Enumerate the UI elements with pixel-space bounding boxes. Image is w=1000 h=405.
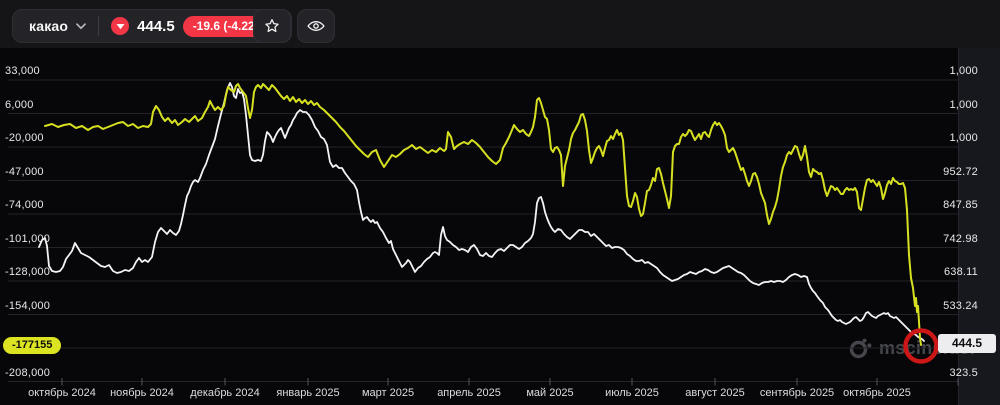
y-axis-right-label: 533.24	[943, 299, 978, 312]
y-axis-right-label: 847.85	[943, 199, 978, 211]
last-price: 444.5	[137, 17, 175, 35]
watermark-logo-icon	[848, 336, 872, 360]
x-axis-month-label: декабрь 2024	[190, 387, 260, 399]
visibility-button[interactable]	[297, 9, 335, 43]
y-axis-left-label: -20,000	[5, 132, 44, 144]
divider	[98, 16, 100, 36]
y-axis-left-label: -128,000	[5, 266, 51, 278]
y-axis-left-label: -74,000	[5, 199, 44, 211]
y-axis-left-label: 6,000	[5, 98, 34, 111]
y-axis-right-label: 1,000	[949, 132, 978, 144]
y-axis-right-label: 742.98	[943, 232, 978, 245]
eye-icon	[306, 16, 326, 36]
symbol-name[interactable]: какао	[29, 18, 69, 34]
x-axis-month-label: октябрь 2024	[28, 387, 96, 399]
y-axis-left-label: -101,000	[5, 232, 51, 245]
x-axis-month-label: август 2025	[685, 387, 745, 399]
x-axis-month-label: ноябрь 2024	[110, 387, 174, 399]
star-icon	[263, 17, 281, 35]
y-axis-left-label: -47,000	[5, 165, 44, 178]
y-axis-left-label: -208,000	[5, 366, 51, 379]
x-axis-month-label: апрель 2025	[437, 387, 501, 399]
y-axis-right-label: 952.72	[943, 165, 978, 178]
y-axis-right-label: 1,000	[949, 65, 978, 77]
last-value-badge-white: 444.5	[938, 334, 996, 353]
last-value-badge-yellow: -177155	[3, 337, 62, 354]
y-axis-left-label: -154,000	[5, 299, 51, 312]
trend-down-icon	[111, 17, 130, 35]
x-axis-month-label: май 2025	[526, 387, 574, 399]
y-axis-right-label: 323.5	[949, 366, 978, 379]
x-axis-month-label: июль 2025	[605, 387, 659, 399]
favorite-button[interactable]	[253, 9, 291, 43]
y-axis-right-label: 638.11	[943, 266, 978, 278]
top-toolbar: какао 444.5 -19.6 (-4.22%)	[0, 0, 1000, 48]
x-axis-month-label: январь 2025	[276, 387, 340, 399]
symbol-selector[interactable]: какао 444.5 -19.6 (-4.22%)	[12, 9, 293, 43]
x-axis-month-label: март 2025	[361, 387, 415, 399]
chevron-down-icon[interactable]	[76, 22, 86, 30]
y-axis-right-label: 1,000	[949, 98, 978, 111]
x-axis-month-label: октябрь 2025	[843, 387, 911, 399]
y-axis-left-label: 33,000	[5, 65, 40, 77]
x-axis-month-label: сентябрь 2025	[759, 387, 835, 399]
